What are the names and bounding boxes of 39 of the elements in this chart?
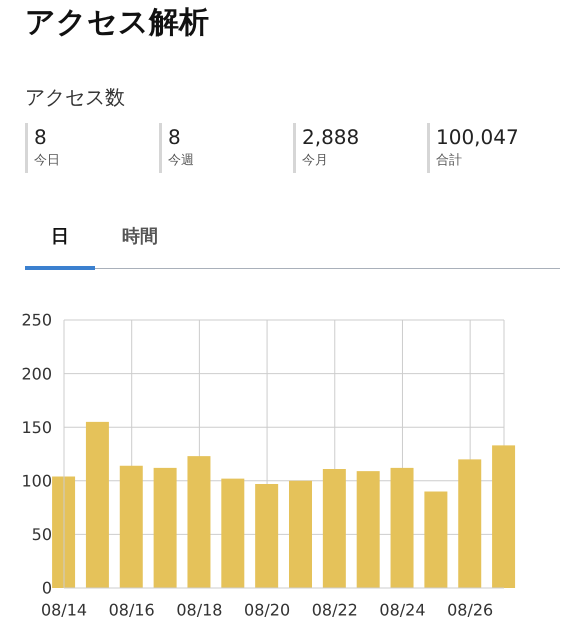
bar <box>120 466 143 588</box>
bar <box>255 484 278 588</box>
y-tick-label: 100 <box>21 471 52 490</box>
x-tick-label: 08/16 <box>108 600 155 620</box>
text: 2,888 <box>302 125 360 149</box>
x-tick-label: 08/22 <box>312 600 358 620</box>
y-tick-label: 150 <box>21 418 52 437</box>
bar <box>458 459 482 588</box>
x-tick-label: 08/18 <box>176 600 222 620</box>
bar <box>424 492 448 588</box>
category-label: 合計 <box>436 153 462 169</box>
y-tick-label: 200 <box>21 364 52 384</box>
x-tick-label: 08/24 <box>379 600 426 620</box>
text: 時間 <box>121 225 159 249</box>
bar <box>390 468 414 588</box>
category-label: 今週 <box>168 153 194 169</box>
bar <box>289 480 312 588</box>
bar <box>492 445 516 588</box>
text: 8 <box>34 125 47 149</box>
text: アクセス解析 <box>25 5 209 41</box>
y-tick-label: 0 <box>42 578 52 598</box>
bar <box>86 422 109 588</box>
text: アクセス数 <box>25 84 125 110</box>
text: 8 <box>168 125 181 149</box>
bar <box>187 456 210 588</box>
text: 日 <box>50 225 70 249</box>
category-label: 今月 <box>302 153 328 169</box>
bar <box>322 469 346 588</box>
x-tick-label: 08/26 <box>447 600 494 620</box>
bar <box>221 478 244 588</box>
text: 100,047 <box>436 125 519 149</box>
y-tick-label: 50 <box>32 525 52 544</box>
y-tick-label: 250 <box>21 310 52 330</box>
x-tick-label: 08/14 <box>40 600 88 620</box>
x-tick-label: 08/20 <box>244 600 290 620</box>
bar <box>52 476 76 588</box>
bar <box>356 471 380 588</box>
bar <box>154 468 177 588</box>
category-label: 今日 <box>34 153 60 169</box>
